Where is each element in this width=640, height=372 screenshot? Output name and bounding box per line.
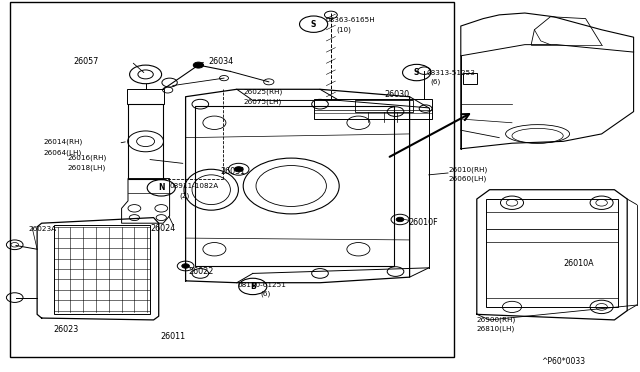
- Text: ^P60*0033: ^P60*0033: [541, 357, 585, 366]
- Bar: [54, 225, 150, 314]
- Text: 26064(LH): 26064(LH): [44, 149, 82, 156]
- Text: 08110-61251: 08110-61251: [238, 282, 287, 288]
- Bar: [128, 104, 163, 179]
- Bar: [314, 99, 432, 119]
- Text: 08363-6165H: 08363-6165H: [325, 17, 375, 23]
- Text: 26023A: 26023A: [29, 226, 57, 232]
- Circle shape: [234, 167, 243, 172]
- Text: 26010(RH): 26010(RH): [448, 166, 487, 173]
- Text: 26025(RH): 26025(RH): [243, 89, 282, 95]
- Text: 26023: 26023: [53, 325, 78, 334]
- Text: 26010A: 26010A: [563, 259, 594, 268]
- Circle shape: [396, 217, 404, 222]
- Text: S: S: [311, 20, 316, 29]
- Bar: [127, 89, 164, 104]
- Text: 26057: 26057: [74, 57, 99, 66]
- Text: B: B: [250, 282, 255, 291]
- Text: 26018(LH): 26018(LH): [67, 164, 106, 171]
- Text: N: N: [158, 183, 164, 192]
- Text: 26016(RH): 26016(RH): [67, 155, 106, 161]
- Text: 26810(LH): 26810(LH): [477, 326, 515, 333]
- Text: 26022: 26022: [189, 267, 214, 276]
- Text: 08911-1082A: 08911-1082A: [170, 183, 219, 189]
- Bar: [486, 199, 618, 307]
- Text: 26900(RH): 26900(RH): [477, 317, 516, 323]
- Text: 26034: 26034: [208, 57, 233, 66]
- Bar: [10, 2, 454, 357]
- Bar: [195, 106, 394, 266]
- Text: 26010F: 26010F: [408, 218, 438, 227]
- Bar: [355, 100, 413, 112]
- Text: 26031: 26031: [221, 167, 246, 176]
- Text: (6): (6): [430, 78, 440, 85]
- Text: 08313-51253: 08313-51253: [426, 70, 475, 76]
- Text: 26060(LH): 26060(LH): [448, 176, 486, 182]
- Text: (10): (10): [336, 26, 351, 33]
- Text: S: S: [414, 68, 419, 77]
- Text: 26075(LH): 26075(LH): [243, 98, 282, 105]
- Text: 26011: 26011: [160, 332, 186, 341]
- Bar: [463, 73, 477, 84]
- Text: (6): (6): [260, 291, 271, 297]
- Circle shape: [182, 264, 189, 268]
- Text: 26024: 26024: [150, 224, 175, 233]
- Text: 26030: 26030: [384, 90, 409, 99]
- Text: 26014(RH): 26014(RH): [44, 138, 83, 145]
- Text: (2): (2): [179, 192, 189, 199]
- Circle shape: [193, 62, 204, 68]
